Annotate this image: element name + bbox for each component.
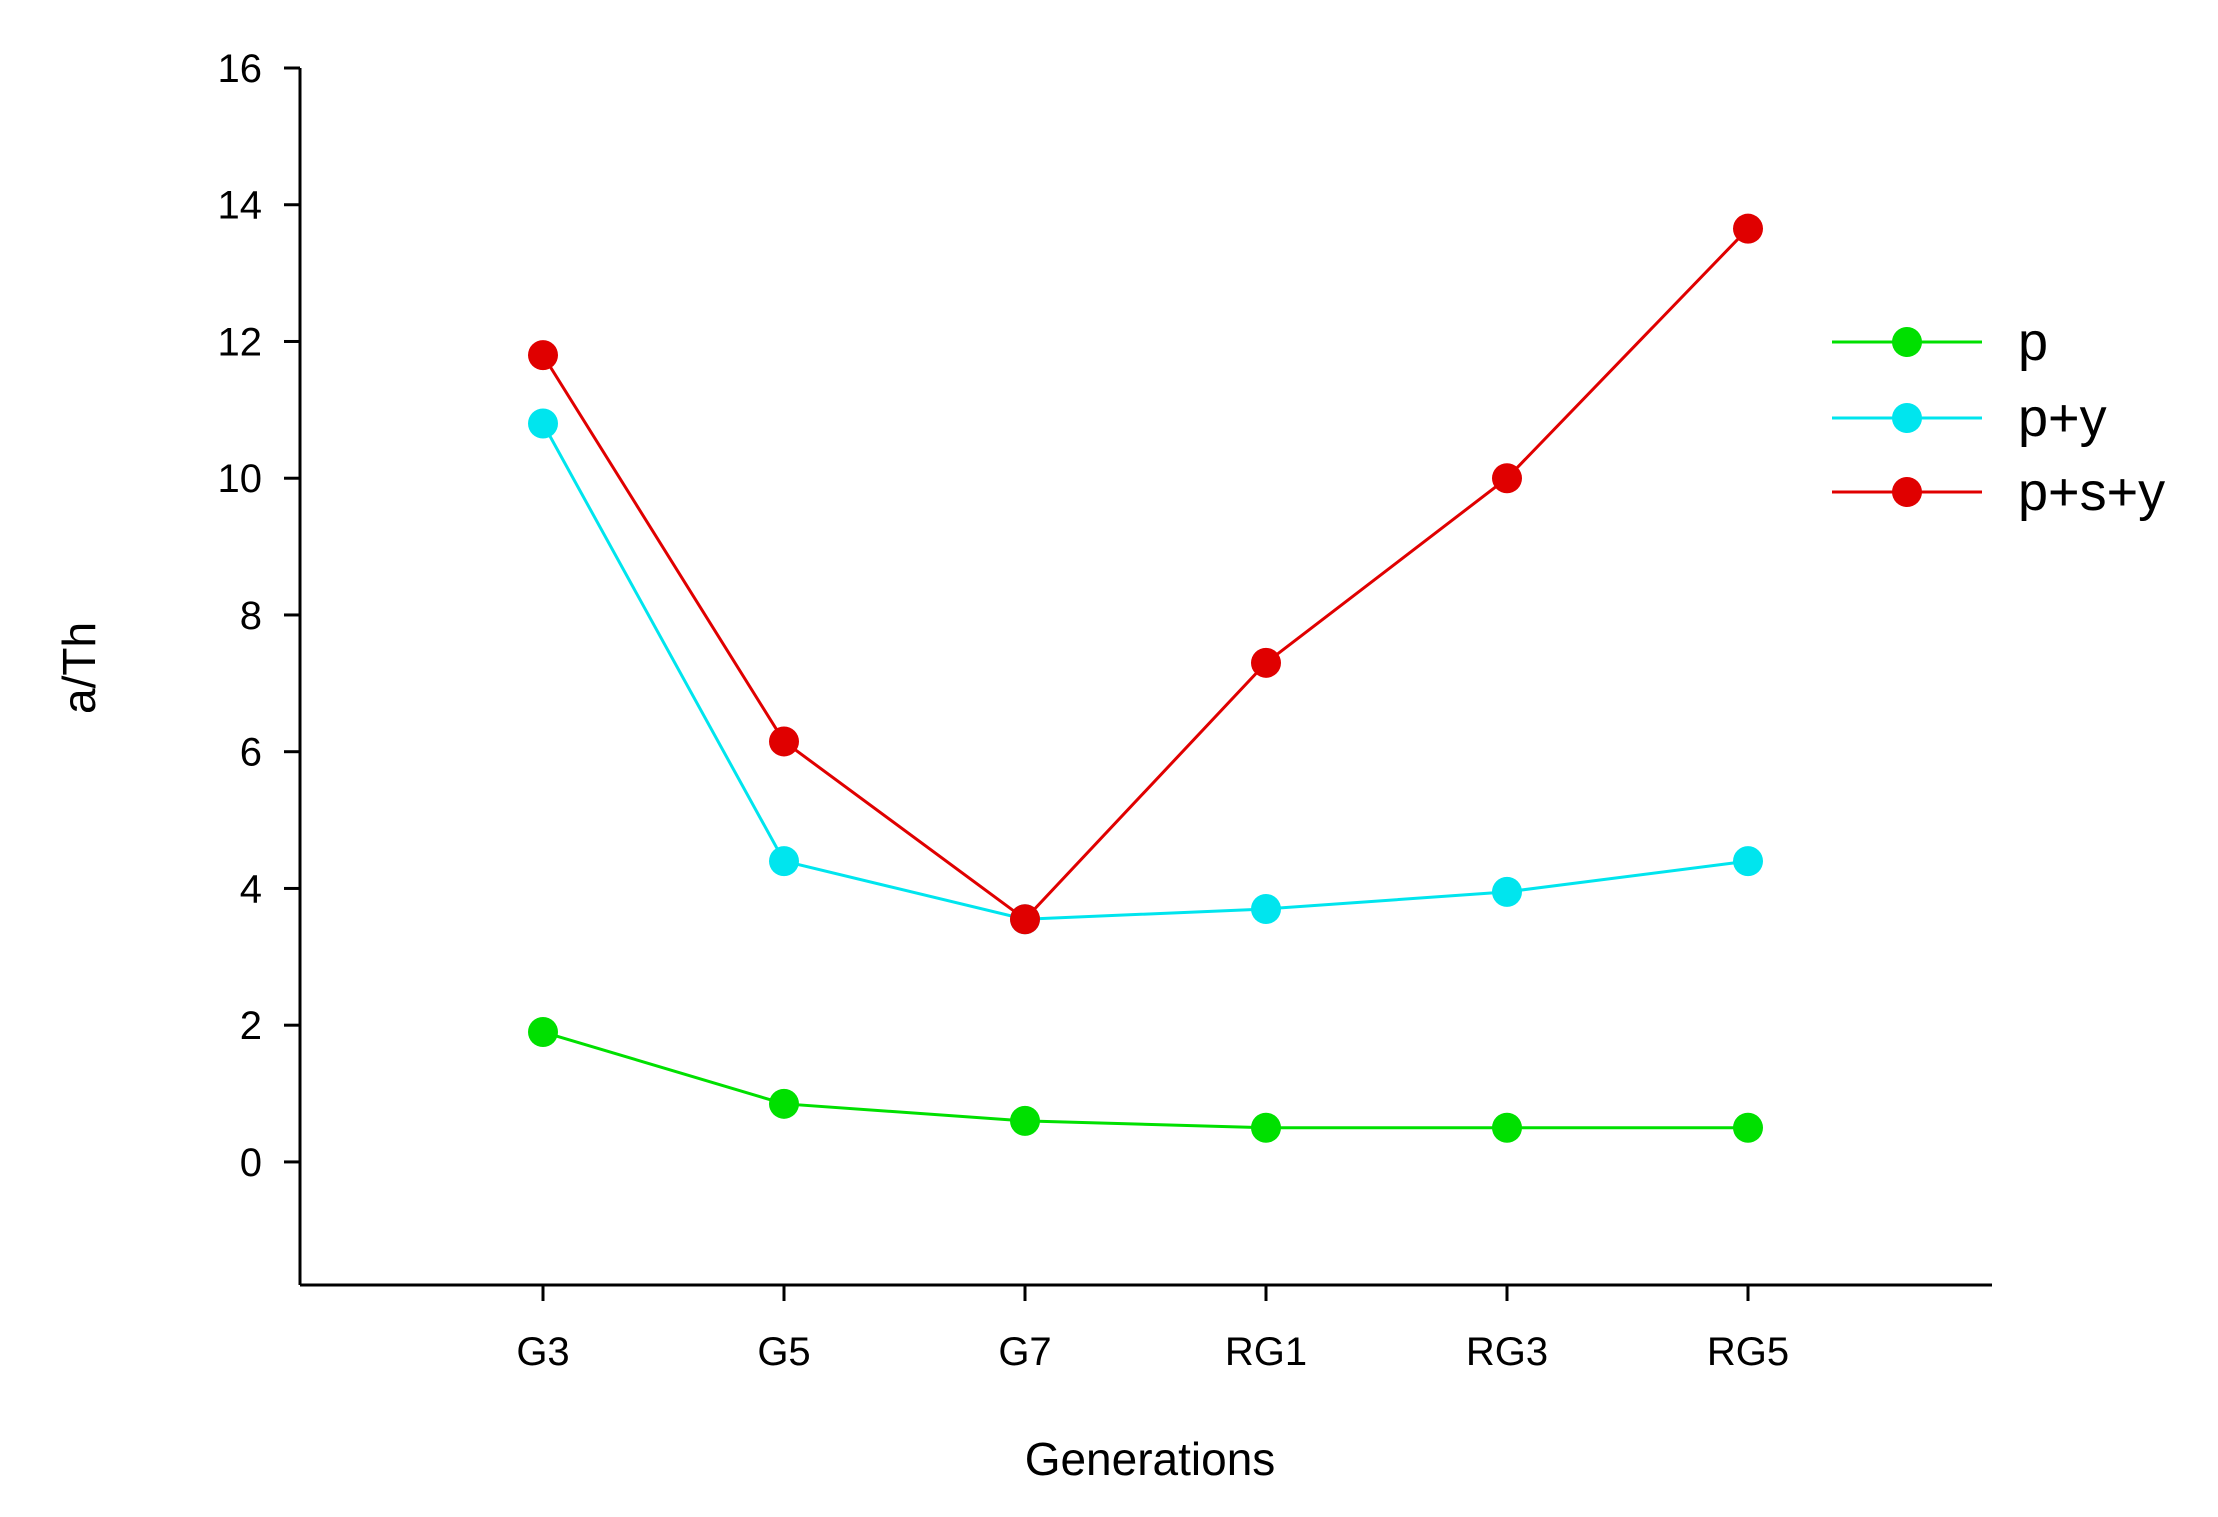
x-axis-title: Generations	[1025, 1433, 1276, 1485]
axes	[298, 68, 1992, 1287]
y-tick-label: 2	[240, 1004, 262, 1048]
y-tick-label: 4	[240, 867, 262, 911]
y-tick-label: 14	[218, 184, 263, 228]
x-tick-label: G5	[757, 1330, 810, 1374]
data-point	[1010, 1105, 1040, 1136]
data-point	[1251, 893, 1281, 924]
data-point	[1492, 876, 1522, 907]
y-tick-label: 12	[218, 320, 263, 364]
x-tick-label: RG1	[1225, 1330, 1307, 1374]
data-point	[1733, 1112, 1763, 1143]
legend-label: p+y	[2018, 388, 2107, 448]
data-point	[769, 726, 799, 757]
series-group	[528, 213, 1763, 1143]
legend-marker	[1892, 477, 1922, 507]
data-point	[1492, 1112, 1522, 1143]
legend-label: p+s+y	[2018, 462, 2165, 522]
series-line	[542, 1030, 1748, 1130]
data-point	[1251, 647, 1281, 678]
data-point	[1251, 1112, 1281, 1143]
legend-item: p+y	[1832, 388, 2107, 448]
data-point	[528, 408, 558, 439]
x-tick-label: RG5	[1707, 1330, 1789, 1374]
x-tick-label: G3	[516, 1330, 569, 1374]
series-p-plus-s-plus-y	[528, 213, 1763, 935]
series-p	[528, 1017, 1763, 1143]
data-point	[769, 846, 799, 877]
y-tick-label: 8	[240, 594, 262, 638]
y-tick-label: 16	[218, 47, 263, 91]
x-ticks: G3 G5 G7 RG1 RG3 RG5	[516, 1285, 1789, 1374]
x-tick-label: RG3	[1466, 1330, 1548, 1374]
y-ticks: 0 2 4 6 8 10 12 14 16	[218, 47, 300, 1185]
legend-marker	[1892, 403, 1922, 433]
series-line	[541, 422, 1749, 921]
y-tick-label: 10	[218, 457, 263, 501]
legend-item: p+s+y	[1832, 462, 2165, 522]
x-tick-label: G7	[998, 1330, 1051, 1374]
legend: p p+y p+s+y	[1832, 312, 2165, 522]
data-point	[1492, 463, 1522, 494]
data-point	[1733, 213, 1763, 244]
legend-marker	[1892, 327, 1922, 357]
data-point	[528, 340, 558, 371]
y-tick-label: 6	[240, 731, 262, 775]
data-point	[1733, 846, 1763, 877]
series-line	[541, 227, 1750, 922]
legend-label: p	[2018, 312, 2048, 372]
data-point	[769, 1088, 799, 1119]
y-axis-title: a/Th	[53, 622, 105, 714]
series-p-plus-y	[528, 408, 1763, 935]
y-tick-label: 0	[240, 1141, 262, 1185]
data-point	[1010, 904, 1040, 935]
legend-item: p	[1832, 312, 2048, 372]
data-point	[528, 1017, 558, 1048]
